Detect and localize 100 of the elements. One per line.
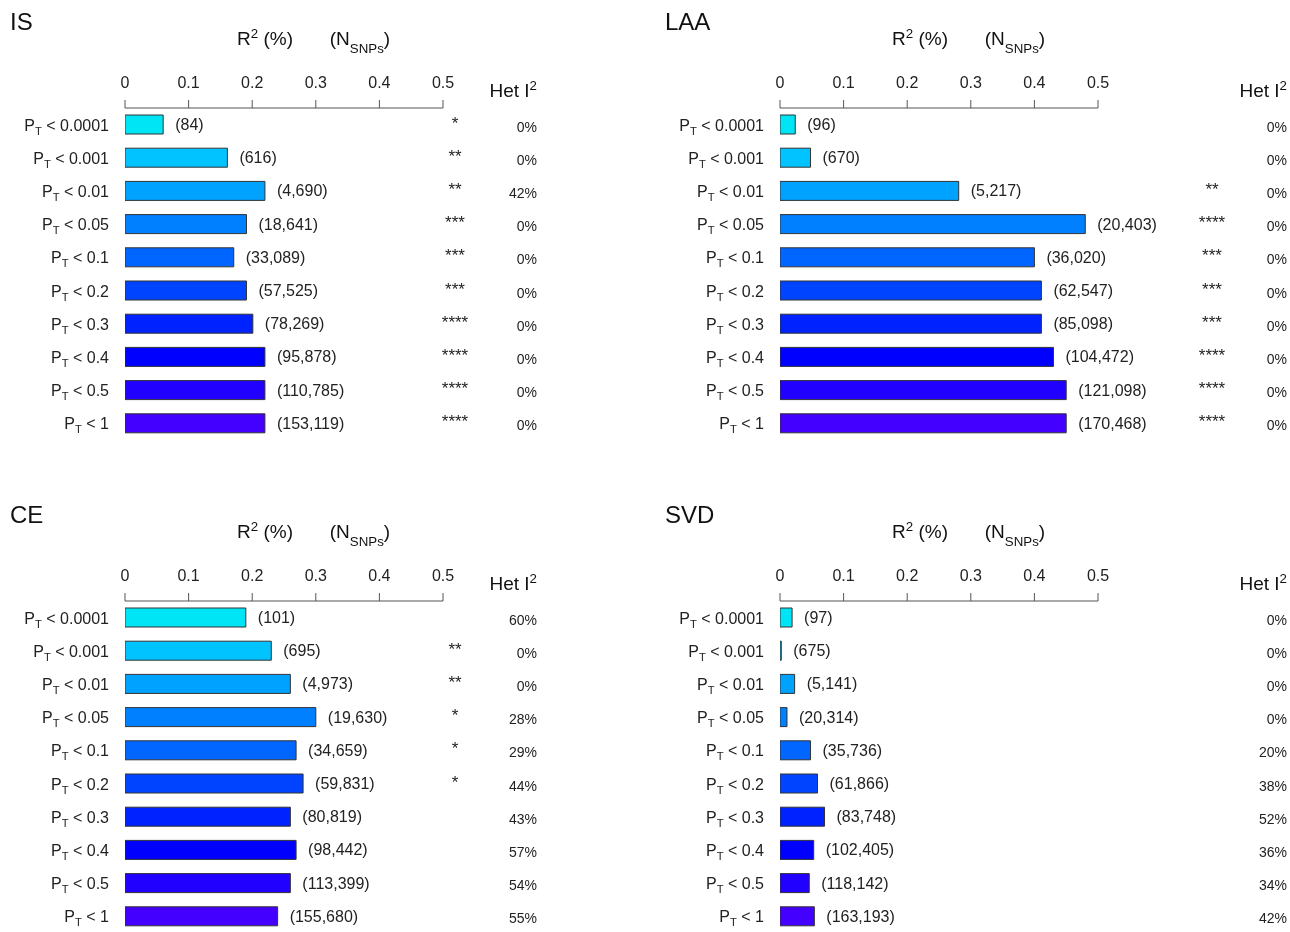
annotation: (5,141): [806, 675, 858, 693]
annotation: (4,690): [276, 182, 328, 200]
annotation: (20,403): [1097, 215, 1157, 233]
x-tick-label: 0: [775, 567, 785, 584]
y-tick-label: P$_{T}$ < 0.4: [706, 841, 765, 862]
y-tick-label: P$_{T}$ < 0.5: [706, 874, 765, 896]
y-tick-label: P$_{T}$ < 0.3: [706, 808, 765, 829]
bar: [780, 413, 1067, 434]
annotation: (98,442): [308, 841, 368, 859]
annotation: (155,680): [289, 907, 359, 925]
text: **: [448, 672, 462, 692]
text: 0%: [516, 317, 537, 334]
bar: [125, 247, 235, 268]
text: ***: [445, 212, 466, 232]
bar: [780, 247, 1035, 268]
y-tick-label: P$_{T}$ < 0.0001: [679, 609, 765, 630]
text: 54%: [508, 877, 537, 894]
annotation: (163,193): [826, 907, 895, 925]
annotation: ****: [441, 345, 469, 365]
x-tick-label: 0.5: [431, 74, 455, 91]
annotation: (84): [175, 116, 204, 133]
x-tick-label: 0.5: [1086, 74, 1110, 91]
annotation: (35,736): [822, 741, 883, 759]
text: ***: [445, 245, 466, 265]
annotation: (20,314): [799, 708, 859, 726]
x-tick-label: 0.2: [896, 567, 919, 584]
x-tick-label: 0.2: [241, 74, 264, 91]
bar: [780, 346, 1054, 367]
text: 42%: [508, 185, 537, 201]
annotation: (113,399): [302, 874, 370, 892]
x-tick-label: 0.1: [177, 74, 200, 91]
bar: [780, 773, 819, 794]
annotation: ****: [441, 378, 469, 398]
text: **: [448, 179, 462, 199]
text: (N$_{SNPs}$): [329, 521, 391, 549]
y-tick-label: P$_{T}$ < 0.05: [42, 708, 110, 730]
y-tick-label: P$_{T}$ < 0.2: [706, 775, 765, 796]
annotation: (95,878): [276, 348, 337, 366]
x-tick-label: 0: [120, 74, 130, 91]
text: 0%: [1266, 251, 1287, 268]
y-tick-label: P$_{T}$ < 1: [64, 907, 110, 929]
bar: [125, 380, 266, 401]
y-tick-label: P$_{T}$ < 0.001: [688, 642, 765, 663]
y-tick-label: P$_{T}$ < 0.2: [51, 775, 110, 796]
text: 0%: [1266, 218, 1287, 235]
text: Het I$^{2}$: [1239, 570, 1287, 594]
bar: [780, 806, 826, 827]
bar: [125, 114, 164, 135]
y-tick-label: P$_{T}$ < 1: [719, 907, 765, 929]
bar: [780, 906, 815, 927]
text: 34%: [1258, 877, 1287, 894]
text: 60%: [508, 611, 537, 628]
annotation: (78,269): [264, 315, 325, 333]
text: 0%: [1266, 417, 1287, 434]
bar: [125, 740, 297, 761]
annotation: (33,089): [245, 248, 306, 266]
text: 0%: [516, 118, 537, 135]
bar: [780, 280, 1042, 301]
annotation: (80,819): [302, 808, 362, 826]
y-tick-label: P$_{T}$ < 0.5: [51, 381, 110, 403]
text: 0%: [516, 251, 537, 268]
y-tick-label: P$_{T}$ < 0.1: [706, 741, 765, 763]
x-tick-label: 0.3: [304, 567, 328, 584]
text: 0%: [1266, 384, 1287, 401]
y-tick-label: P$_{T}$ < 0.001: [33, 149, 110, 170]
y-tick-label: P$_{T}$ < 0.3: [51, 808, 110, 829]
text: 42%: [1258, 910, 1287, 927]
y-tick-label: P$_{T}$ < 0.05: [697, 708, 765, 730]
bar: [125, 180, 266, 201]
text: 0%: [516, 284, 537, 301]
text: 0%: [516, 644, 537, 661]
bar: [125, 313, 254, 334]
text: (N$_{SNPs}$): [984, 28, 1046, 56]
y-tick-label: P$_{T}$ < 0.5: [51, 874, 110, 896]
text: ****: [1198, 345, 1226, 365]
annotation: (104,472): [1065, 348, 1134, 366]
bar: [125, 214, 247, 235]
annotation: (83,748): [836, 808, 897, 826]
bar: [780, 147, 812, 168]
text: 0%: [516, 678, 537, 694]
bar: [125, 873, 291, 894]
bar: [780, 607, 793, 628]
text: ***: [1202, 312, 1223, 332]
annotation: (62,547): [1053, 282, 1113, 299]
text: **: [1205, 179, 1219, 199]
bar: [125, 806, 291, 827]
text: 0%: [1266, 317, 1287, 334]
text: ****: [1198, 411, 1226, 431]
text: 28%: [508, 711, 537, 728]
text: *: [451, 772, 459, 792]
y-tick-label: P$_{T}$ < 0.001: [33, 642, 110, 663]
x-tick-label: 0.3: [959, 567, 983, 584]
bar: [780, 313, 1042, 334]
annotation: ****: [441, 312, 469, 332]
annotation: (57,525): [258, 282, 319, 299]
text: 0%: [1266, 711, 1287, 728]
y-tick-label: P$_{T}$ < 0.3: [51, 315, 110, 336]
bar: [125, 607, 247, 628]
text: *: [451, 113, 459, 133]
annotation: (4,973): [302, 675, 354, 693]
